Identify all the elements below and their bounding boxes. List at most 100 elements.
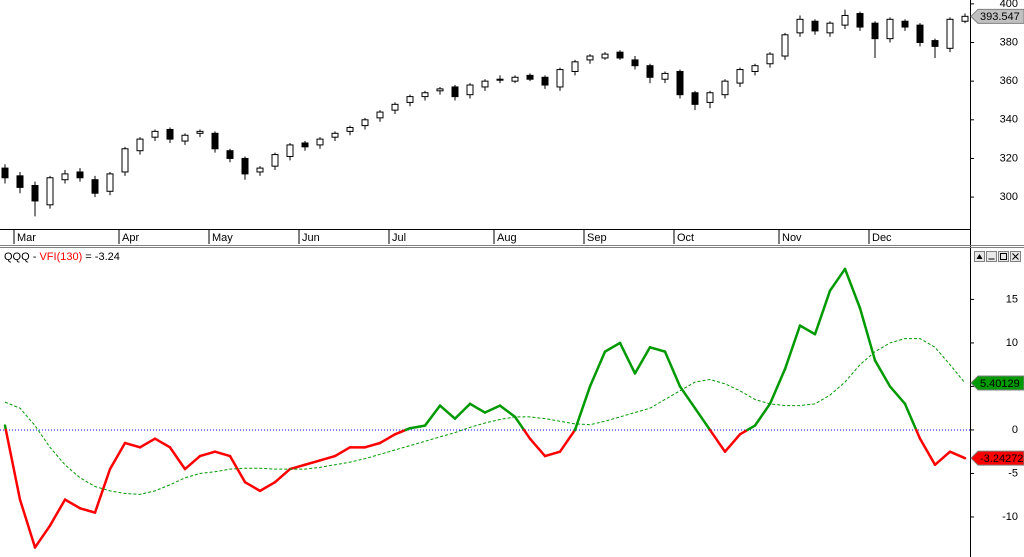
vfi-segment	[243, 480, 262, 493]
vfi-segment	[708, 428, 727, 453]
candle-body	[961, 15, 969, 22]
signal-tag-bg	[970, 375, 1024, 391]
vfi-segment	[393, 428, 407, 436]
vfi-segment	[618, 341, 637, 375]
vfi-segment	[858, 306, 877, 362]
candle-body	[631, 59, 639, 67]
vfi-segment	[603, 341, 622, 353]
last-price-tag: 393.547	[980, 11, 1020, 23]
icon-close	[1012, 253, 1019, 260]
candle-body	[151, 130, 159, 138]
button-maximize[interactable]	[998, 251, 1009, 262]
candle-body	[421, 92, 429, 98]
candle-body	[271, 154, 279, 167]
candle-body	[721, 80, 729, 96]
candle-body	[676, 70, 684, 96]
y-tick-label: 380	[1000, 36, 1018, 48]
candle-body	[826, 22, 834, 34]
vfi-segment	[303, 459, 322, 467]
button-minimize[interactable]	[986, 251, 997, 262]
icon-up	[976, 254, 983, 259]
candle-body	[481, 80, 489, 88]
candle-body	[1, 167, 9, 179]
vfi-segment	[33, 524, 52, 549]
candle-body	[466, 84, 474, 96]
candle-body	[46, 177, 54, 206]
vfi-segment	[663, 350, 682, 388]
vfi-segment	[723, 433, 742, 453]
vfi-segment	[123, 441, 142, 449]
candle-body	[691, 92, 699, 105]
vfi-segment	[753, 402, 772, 427]
candle-body	[511, 76, 519, 82]
candle-body	[781, 34, 789, 57]
vfi-segment	[813, 289, 832, 336]
vfi-segment	[93, 467, 112, 514]
candle-body	[451, 86, 459, 98]
candle-body	[331, 132, 339, 138]
indicator-name: VFI(130)	[39, 251, 82, 263]
vfi-segment	[915, 428, 922, 440]
vfi-tag-bg	[970, 450, 1024, 466]
candle-body	[871, 22, 879, 40]
vfi-segment	[333, 446, 352, 458]
y-tick-label: 0	[1012, 424, 1018, 436]
vfi-segment	[828, 267, 847, 292]
last-price-tag-bg	[970, 8, 1024, 24]
y-tick-label: 400	[1000, 0, 1018, 10]
vfi-segment	[738, 428, 749, 436]
candle-body	[541, 76, 549, 86]
x-tick-label: Nov	[782, 232, 802, 244]
x-tick-label: Sep	[587, 232, 607, 244]
candle-body	[946, 18, 954, 49]
candle-body	[766, 53, 774, 65]
signal-tag: 5.40129	[980, 378, 1020, 390]
candle-body	[571, 61, 579, 72]
vfi-segment	[453, 402, 472, 420]
candle-body	[301, 142, 309, 148]
candle-body	[916, 24, 924, 44]
vfi-segment	[198, 450, 217, 458]
candle-body	[241, 157, 249, 175]
vfi-segment	[4, 428, 22, 501]
x-tick-label: Dec	[872, 232, 892, 244]
vfi-segment	[288, 463, 307, 471]
vfi-segment	[558, 428, 577, 453]
vfi-segment	[48, 498, 67, 527]
vfi-segment	[843, 267, 862, 310]
candle-body	[886, 18, 894, 40]
vfi-segment	[138, 437, 157, 449]
vfi-segment	[483, 404, 502, 414]
candle-body	[601, 53, 609, 59]
vfi-segment	[213, 450, 232, 458]
candle-body	[931, 40, 939, 47]
candle-body	[16, 175, 24, 188]
candle-body	[556, 69, 564, 88]
vfi-segment	[948, 450, 967, 460]
title-prefix: QQQ -	[4, 251, 39, 263]
candle-body	[706, 92, 714, 103]
candle-body	[751, 65, 759, 72]
y-tick-label: -10	[1002, 511, 1018, 523]
candle-body	[286, 144, 294, 158]
title-suffix: = -3.24	[82, 251, 120, 263]
vfi-segment	[63, 498, 82, 510]
candle-body	[496, 78, 504, 81]
vfi-segment	[543, 450, 562, 458]
vfi-segment	[522, 428, 532, 440]
vfi-segment	[258, 480, 277, 493]
candle-body	[376, 111, 384, 119]
vfi-segment	[108, 441, 127, 471]
vfi-segment	[933, 450, 952, 467]
vfi-segment	[408, 424, 427, 430]
vfi-segment	[168, 446, 187, 471]
vfi-segment	[746, 424, 757, 432]
candle-body	[106, 173, 114, 192]
window-buttons	[974, 251, 1021, 262]
candle-body	[661, 72, 669, 80]
vfi-segment	[468, 402, 487, 414]
vfi-segment	[648, 346, 667, 353]
candle-body	[166, 128, 174, 140]
vfi-segment	[873, 359, 892, 388]
